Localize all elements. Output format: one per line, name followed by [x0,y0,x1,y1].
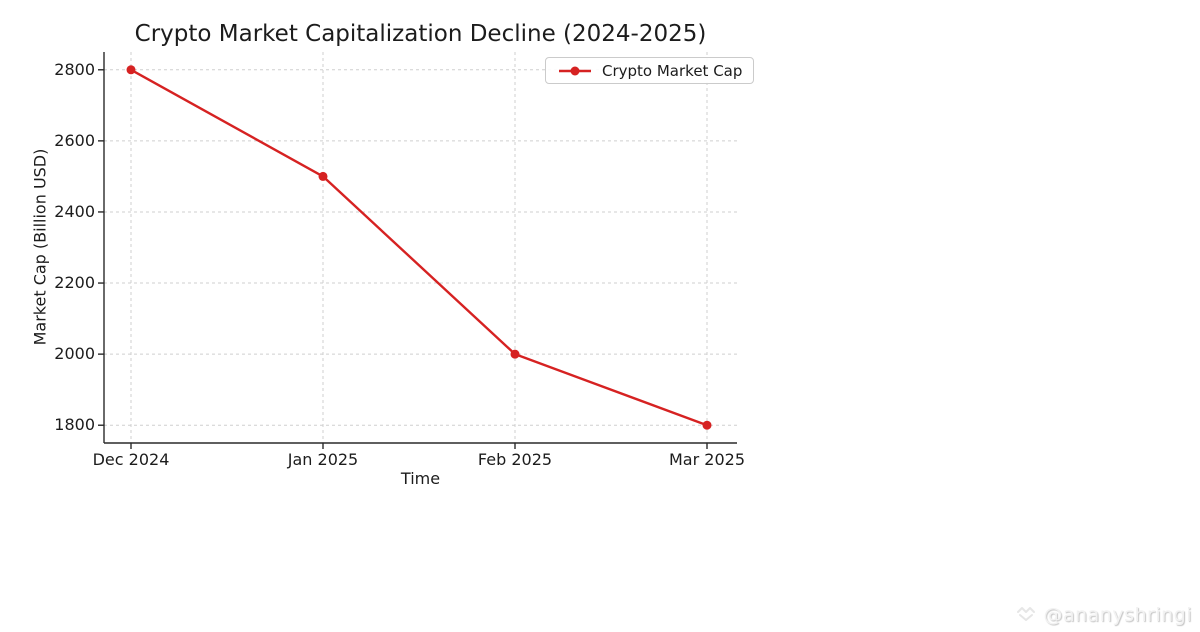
y-tick-label: 2000 [54,344,95,364]
legend-label: Crypto Market Cap [602,61,743,80]
x-tick-label: Dec 2024 [92,450,170,469]
chevron-diamond-logo-icon [1017,607,1036,621]
watermark: @ananyshringi [1014,604,1192,626]
y-tick-label: 2200 [54,273,95,293]
x-tick-label: Feb 2025 [477,450,553,469]
watermark-text: @ananyshringi [1043,604,1192,626]
y-tick-label: 1800 [54,415,95,435]
y-tick-label: 2400 [54,201,95,221]
plot-area [98,52,737,449]
line-chart: Crypto Market Capitalization Decline (20… [30,21,755,488]
y-tick-label: 2600 [54,130,95,150]
y-tick-label: 2800 [54,59,95,79]
legend: Crypto Market Cap [545,57,755,84]
x-axis-label: Time [400,469,441,488]
legend-line-marker-icon [559,66,591,75]
x-tick-label: Mar 2025 [669,450,745,469]
chart-title: Crypto Market Capitalization Decline (20… [134,21,707,47]
y-axis-label: Market Cap (Billion USD) [30,148,50,346]
x-tick-label: Jan 2025 [287,450,359,469]
